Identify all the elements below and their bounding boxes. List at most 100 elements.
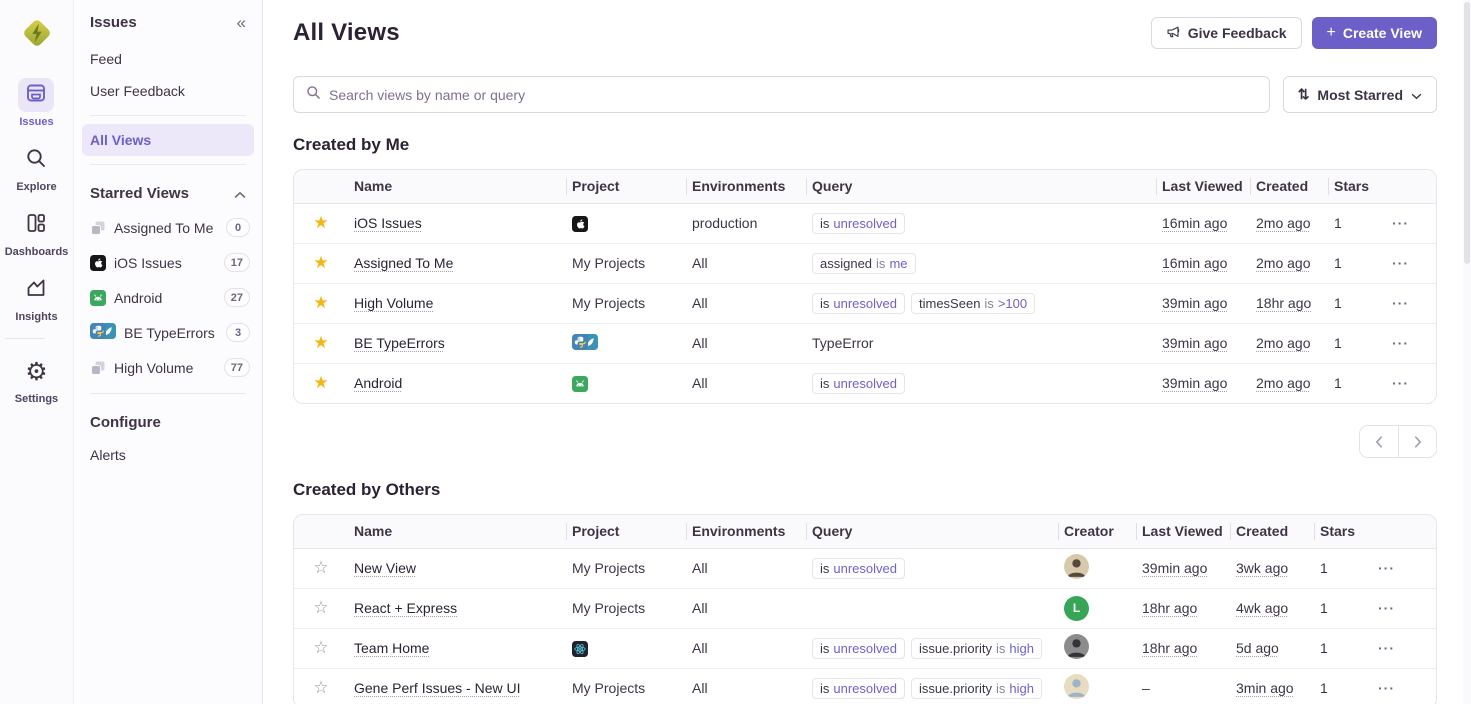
android-project-icon	[572, 375, 588, 391]
last-viewed-value: 18hr ago	[1142, 600, 1197, 616]
view-name-link[interactable]: Android	[354, 375, 402, 391]
issue-count-badge: 0	[226, 218, 250, 237]
more-options-button[interactable]: ···	[1392, 295, 1409, 311]
column-header: Name	[348, 515, 566, 548]
python-project-icon-pair	[90, 323, 116, 339]
create-view-button[interactable]: + Create View	[1312, 17, 1437, 49]
view-name-link[interactable]: New View	[354, 560, 416, 576]
more-options-button[interactable]: ···	[1378, 640, 1395, 656]
project-icons	[572, 334, 598, 350]
star-toggle[interactable]: ☆	[313, 678, 328, 697]
rail-item-issues[interactable]: Issues	[5, 78, 69, 128]
rail-item-insights[interactable]: Insights	[5, 273, 69, 323]
query-chip: timesSeenis>100	[911, 293, 1035, 314]
star-toggle[interactable]: ☆	[313, 558, 328, 577]
rail-item-settings[interactable]: ⚙Settings	[5, 355, 69, 405]
rail-item-dashboards[interactable]: Dashboards	[5, 208, 69, 258]
views-table: NameProjectEnvironmentsQueryCreatorLast …	[293, 514, 1437, 704]
sidebar-item-user-feedback[interactable]: User Feedback	[74, 75, 262, 107]
star-toggle[interactable]: ★	[313, 253, 328, 272]
rail-item-label: Explore	[16, 181, 56, 193]
sidebar-item-all-views[interactable]: All Views	[82, 124, 254, 156]
rail-item-explore[interactable]: Explore	[5, 143, 69, 193]
environments-value: All	[692, 560, 708, 576]
starred-views-header[interactable]: Starred Views	[74, 173, 262, 210]
view-row: ★ Assigned To Me My Projects All assigne…	[294, 243, 1437, 283]
environments-value: All	[692, 375, 708, 391]
last-viewed-value: 39min ago	[1162, 375, 1227, 391]
environments-value: All	[692, 600, 708, 616]
issues-sidebar: Issues « Feed User Feedback All Views St…	[74, 0, 263, 704]
android-icon	[90, 289, 106, 306]
stars-count: 1	[1334, 335, 1342, 351]
view-name-link[interactable]: BE TypeErrors	[354, 335, 445, 351]
more-options-button[interactable]: ···	[1392, 375, 1409, 391]
column-header: Name	[348, 170, 566, 203]
nav-rail: Issues Explore Dashboards Insights ⚙Settings	[0, 0, 74, 704]
created-value: 2mo ago	[1256, 215, 1310, 231]
divider	[90, 115, 246, 116]
project-label: My Projects	[572, 560, 645, 576]
star-toggle[interactable]: ★	[313, 333, 328, 352]
stars-count: 1	[1320, 680, 1328, 696]
main-content: All Views Give Feedback + Create View	[263, 0, 1471, 704]
creator-avatar	[1064, 674, 1089, 699]
column-header: Project	[566, 515, 686, 548]
view-row: ★ iOS Issues production isunresolved16mi…	[294, 203, 1437, 243]
view-name-link[interactable]: iOS Issues	[354, 215, 422, 231]
star-toggle[interactable]: ☆	[313, 598, 328, 617]
last-viewed-value: 16min ago	[1162, 215, 1227, 231]
starred-views-title: Starred Views	[90, 185, 189, 202]
more-options-button[interactable]: ···	[1378, 680, 1395, 696]
views-table: NameProjectEnvironmentsQueryLast ViewedC…	[293, 169, 1437, 404]
view-row: ★ High Volume My Projects All isunresolv…	[294, 283, 1437, 323]
view-row: ★ Android All isunresolved39min ago 2mo …	[294, 363, 1437, 403]
starred-view-item[interactable]: Android27	[74, 280, 262, 315]
more-options-button[interactable]: ···	[1378, 560, 1395, 576]
last-viewed-value: –	[1142, 680, 1150, 696]
search-views-input[interactable]	[329, 87, 1257, 103]
starred-view-item[interactable]: High Volume77	[74, 350, 262, 385]
view-name-link[interactable]: Assigned To Me	[354, 255, 453, 271]
star-toggle[interactable]: ★	[313, 293, 328, 312]
more-options-button[interactable]: ···	[1378, 600, 1395, 616]
starred-view-item[interactable]: iOS Issues17	[74, 245, 262, 280]
dashboards-icon	[24, 211, 48, 240]
query-chip: isunresolved	[812, 558, 905, 579]
view-name-link[interactable]: Team Home	[354, 640, 429, 656]
sort-dropdown[interactable]: ⇅ Most Starred	[1283, 76, 1437, 113]
next-page-button[interactable]	[1398, 426, 1436, 457]
scrollbar-thumb[interactable]	[1464, 2, 1470, 264]
view-name-link[interactable]: High Volume	[354, 295, 433, 311]
previous-page-button[interactable]	[1360, 426, 1398, 457]
star-toggle[interactable]: ★	[313, 213, 328, 232]
sidebar-item-alerts[interactable]: Alerts	[74, 439, 262, 471]
divider	[90, 393, 246, 394]
view-name-link[interactable]: React + Express	[354, 600, 457, 616]
give-feedback-button[interactable]: Give Feedback	[1151, 17, 1302, 49]
app-window: Issues Explore Dashboards Insights ⚙Settings…	[0, 0, 1471, 704]
star-toggle[interactable]: ☆	[313, 638, 328, 657]
sort-label: Most Starred	[1317, 87, 1403, 103]
star-toggle[interactable]: ★	[313, 373, 328, 392]
starred-view-label: Assigned To Me	[114, 220, 218, 236]
view-row: ☆ New View My Projects All isunresolved3…	[294, 548, 1437, 588]
search-views-box[interactable]	[293, 76, 1270, 113]
starred-view-label: BE TypeErrors	[124, 325, 218, 341]
more-options-button[interactable]: ···	[1392, 215, 1409, 231]
sidebar-item-feed[interactable]: Feed	[74, 43, 262, 75]
column-header: Environments	[686, 515, 806, 548]
query-chip: isunresolved	[812, 678, 905, 699]
app-logo-icon[interactable]	[18, 14, 56, 52]
scrollbar-track[interactable]	[1463, 0, 1471, 704]
more-options-button[interactable]: ···	[1392, 255, 1409, 271]
column-header: Last Viewed	[1156, 170, 1250, 203]
collapse-sidebar-icon[interactable]: «	[237, 14, 246, 31]
starred-view-item[interactable]: BE TypeErrors3	[74, 315, 262, 350]
stars-count: 1	[1320, 560, 1328, 576]
more-options-button[interactable]: ···	[1392, 335, 1409, 351]
view-name-link[interactable]: Gene Perf Issues - New UI	[354, 680, 521, 696]
starred-view-label: High Volume	[114, 360, 216, 376]
starred-view-label: Android	[114, 290, 216, 306]
starred-view-item[interactable]: Assigned To Me 0	[74, 210, 262, 245]
